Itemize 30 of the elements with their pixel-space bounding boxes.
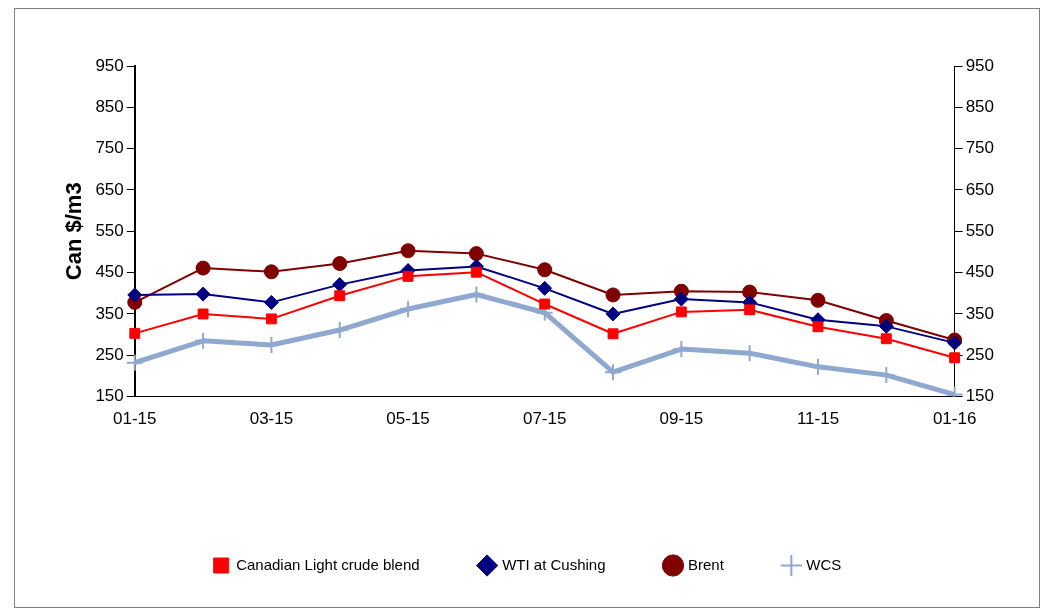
x-tick-label: 07-15 [522, 409, 567, 429]
y-tick-label: 650 [95, 179, 124, 199]
y2-tick-label: 950 [965, 55, 995, 75]
x-tick-label: 11-15 [796, 409, 840, 429]
y2-tick-label: 550 [965, 220, 995, 240]
y-tick-label: 250 [95, 344, 124, 364]
y-tick-label: 550 [95, 220, 124, 240]
y-tick-label: 850 [95, 97, 124, 117]
y2-tick-label: 150 [965, 386, 995, 406]
x-tick-label: 03-15 [249, 409, 294, 429]
x-tick-label: 01-16 [932, 409, 977, 429]
y-tick-label: 150 [95, 386, 124, 406]
x-tick-label: 05-15 [386, 409, 430, 429]
y-tick-label: 450 [95, 262, 124, 282]
y2-tick-label: 350 [965, 303, 995, 323]
legend-label: Canadian Light crude blend [236, 555, 420, 573]
y-axis-title: Can $/m3 [61, 182, 87, 281]
y2-tick-label: 250 [965, 344, 995, 364]
y2-tick-label: 450 [965, 262, 995, 282]
legend-label: WTI at Cushing [502, 555, 606, 573]
y2-tick-label: 750 [965, 138, 995, 158]
legend-label: Brent [688, 555, 725, 573]
y2-tick-label: 650 [965, 179, 995, 199]
y-tick-label: 750 [95, 138, 124, 158]
x-tick-label: 01-15 [113, 409, 157, 429]
y-tick-label: 950 [95, 55, 124, 75]
y-tick-label: 350 [95, 303, 124, 323]
legend-label: WCS [806, 555, 842, 573]
y2-tick-label: 850 [965, 97, 995, 117]
x-tick-label: 09-15 [659, 409, 704, 429]
